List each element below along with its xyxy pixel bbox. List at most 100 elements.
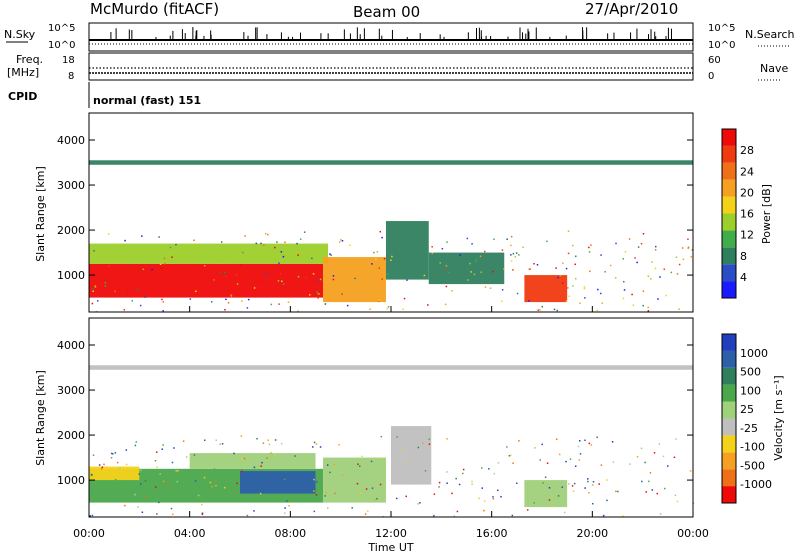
echo-speckle	[577, 445, 580, 448]
echo-speckle	[312, 446, 314, 448]
echo-speckle	[155, 451, 158, 453]
echo-speckle	[220, 241, 223, 243]
echo-speckle	[528, 300, 530, 302]
echo-speckle	[510, 254, 512, 256]
echo-speckle	[612, 461, 615, 463]
echo-speckle	[574, 465, 577, 467]
echo-speckle	[265, 273, 267, 275]
echo-speckle	[492, 270, 494, 273]
echo-speckle	[533, 502, 535, 504]
echo-speckle	[687, 238, 689, 241]
echo-speckle	[215, 484, 217, 487]
ytick-label: 4000	[57, 134, 85, 147]
echo-speckle	[611, 441, 614, 443]
echo-speckle	[506, 446, 508, 448]
echo-speckle	[644, 461, 646, 464]
echo-speckle	[332, 275, 335, 277]
echo-speckle	[622, 297, 625, 300]
colorbar-cell	[722, 281, 736, 298]
echo-speckle	[103, 463, 105, 466]
echo-speckle	[194, 480, 197, 482]
colorbar-tick-label: 8	[740, 250, 747, 263]
colorbar-cell	[722, 247, 736, 265]
echo-speckle	[224, 308, 226, 311]
echo-speckle	[262, 442, 265, 444]
echo-speckle	[675, 256, 678, 258]
echo-speckle	[379, 230, 382, 233]
velocity-ylabel: Slant Range [km]	[34, 370, 47, 466]
colorbar-cell	[722, 179, 736, 197]
echo-speckle	[303, 231, 306, 233]
echo-speckle	[391, 255, 393, 258]
echo-speckle	[687, 247, 690, 250]
echo-speckle	[282, 256, 285, 258]
echo-speckle	[567, 230, 570, 232]
echo-speckle	[575, 255, 577, 258]
colorbar-tick-label: 1000	[740, 347, 768, 360]
echo-speckle	[92, 290, 94, 293]
echo-speckle	[283, 478, 286, 481]
echo-speckle	[414, 463, 416, 466]
xtick-label: 20:00	[576, 527, 608, 540]
echo-speckle	[217, 256, 220, 258]
echo-speckle	[317, 297, 319, 299]
echo-speckle	[665, 294, 667, 297]
colorbar-tick-label: 500	[740, 366, 761, 379]
echo-speckle	[270, 452, 272, 454]
echo-speckle	[555, 438, 558, 441]
heatmap-region	[524, 480, 568, 508]
echo-speckle	[89, 515, 91, 517]
echo-speckle	[242, 251, 244, 254]
echo-speckle	[366, 510, 369, 512]
echo-speckle	[396, 436, 398, 438]
echo-speckle	[142, 268, 145, 271]
echo-speckle	[110, 456, 113, 459]
echo-speckle	[280, 280, 283, 283]
echo-speckle	[557, 276, 559, 279]
echo-speckle	[219, 443, 221, 445]
echo-speckle	[405, 495, 407, 498]
echo-speckle	[444, 303, 447, 306]
echo-speckle	[223, 486, 226, 489]
echo-speckle	[330, 254, 332, 256]
echo-speckle	[259, 492, 262, 495]
echo-speckle	[431, 246, 433, 248]
echo-speckle	[402, 308, 404, 310]
echo-speckle	[296, 242, 298, 245]
echo-speckle	[100, 468, 103, 470]
echo-speckle	[371, 487, 374, 489]
echo-speckle	[233, 452, 235, 455]
echo-speckle	[493, 472, 496, 475]
echo-speckle	[155, 486, 157, 488]
echo-speckle	[462, 468, 465, 471]
echo-speckle	[279, 272, 282, 275]
echo-speckle	[590, 244, 592, 246]
echo-speckle	[114, 452, 117, 454]
echo-speckle	[469, 262, 471, 265]
echo-speckle	[562, 262, 564, 265]
echo-speckle	[288, 504, 290, 507]
echo-speckle	[253, 466, 256, 469]
echo-speckle	[315, 494, 318, 496]
echo-speckle	[584, 297, 586, 299]
echo-speckle	[438, 486, 440, 488]
echo-speckle	[533, 262, 535, 265]
ytick-label: 4000	[57, 339, 85, 352]
echo-speckle	[203, 476, 206, 479]
echo-speckle	[263, 244, 265, 246]
echo-speckle	[195, 290, 197, 293]
echo-speckle	[315, 443, 318, 445]
echo-speckle	[241, 300, 243, 302]
echo-speckle	[493, 238, 495, 241]
colorbar-cell	[722, 367, 736, 385]
echo-speckle	[278, 262, 280, 264]
echo-speckle	[600, 292, 602, 295]
echo-speckle	[341, 293, 343, 295]
echo-speckle	[647, 275, 650, 278]
echo-speckle	[588, 442, 591, 445]
echo-speckle	[378, 299, 380, 302]
echo-speckle	[140, 469, 142, 472]
echo-speckle	[659, 276, 661, 278]
echo-speckle	[424, 470, 427, 472]
echo-speckle	[383, 257, 386, 260]
